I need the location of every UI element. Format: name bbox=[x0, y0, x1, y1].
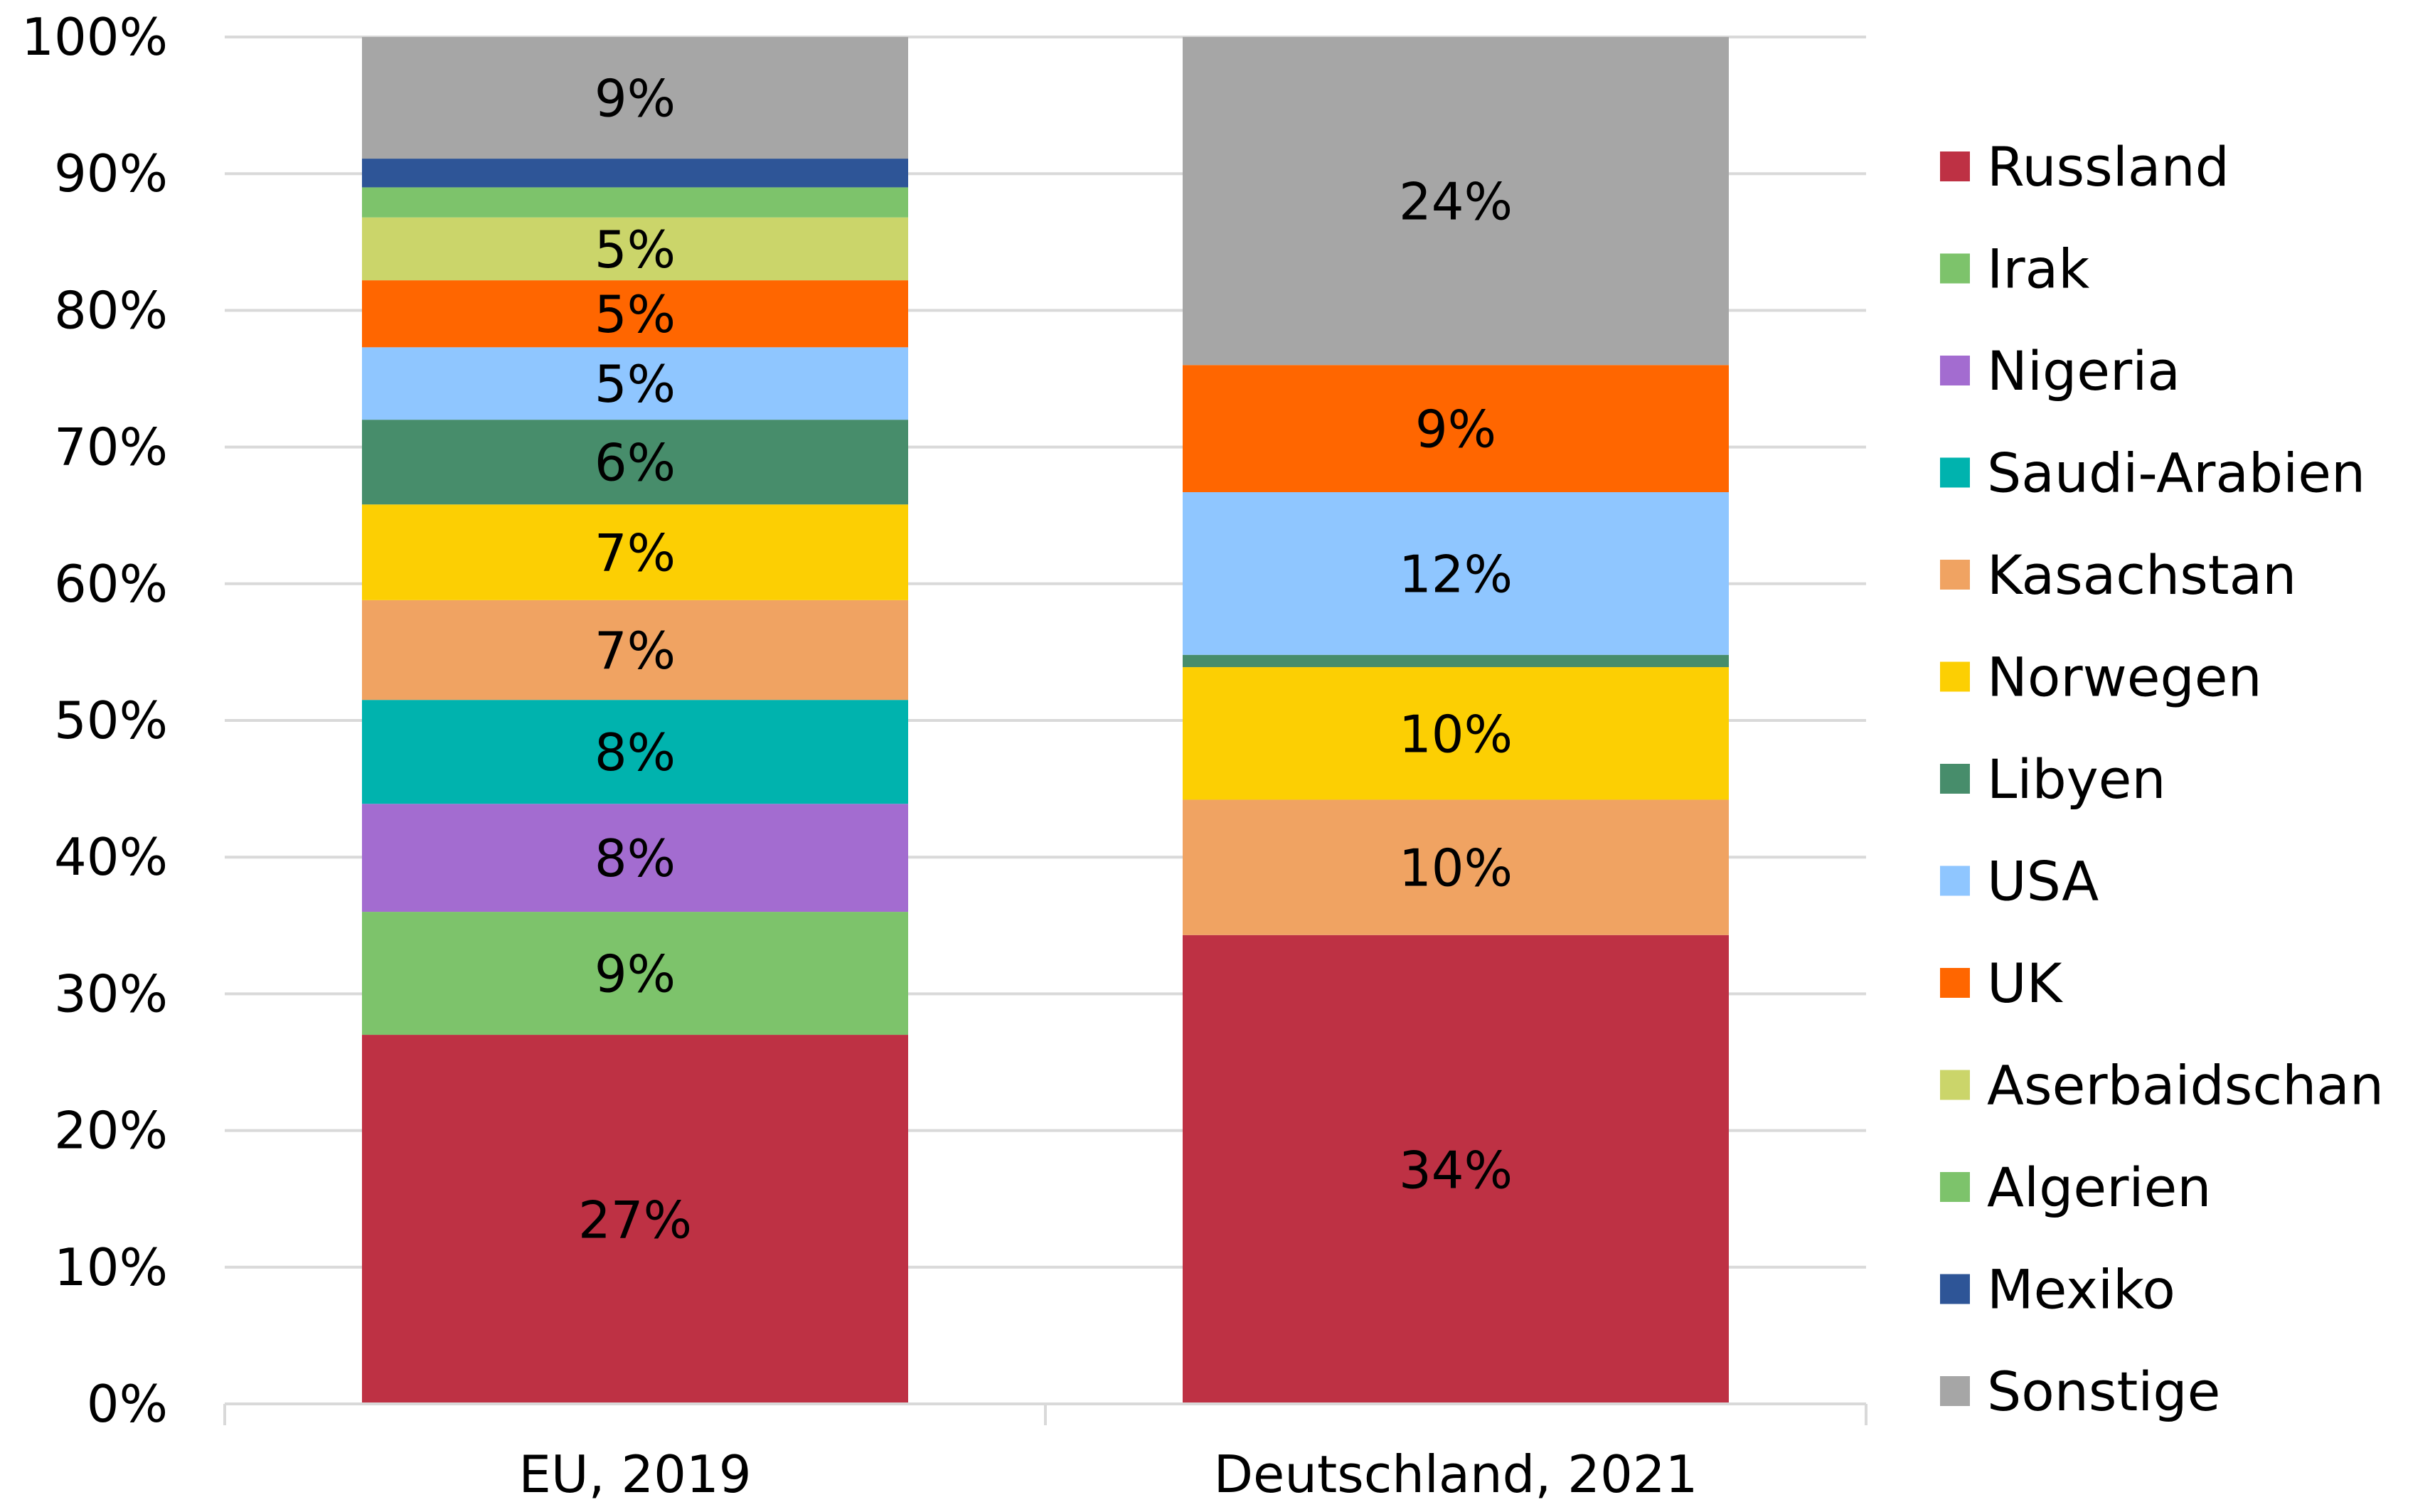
data-label-russland: 34% bbox=[1399, 1140, 1513, 1200]
legend-item-mexiko: Mexiko bbox=[1940, 1258, 2175, 1321]
bar-segment-norwegen bbox=[362, 504, 908, 600]
data-label-libyen: 6% bbox=[595, 433, 676, 493]
data-label-kasachstan: 10% bbox=[1399, 838, 1513, 898]
y-tick-label: 90% bbox=[54, 144, 168, 203]
bar-segment-libyen bbox=[1183, 654, 1729, 668]
legend-swatch bbox=[1940, 151, 1970, 181]
legend-swatch bbox=[1940, 968, 1970, 998]
y-tick-label: 70% bbox=[54, 417, 168, 477]
bar-segment-uk bbox=[1183, 365, 1729, 493]
legend-item-russland: Russland bbox=[1940, 135, 2229, 198]
legend-label: Aserbaidschan bbox=[1987, 1054, 2384, 1117]
legend-swatch bbox=[1940, 560, 1970, 590]
data-label-uk: 9% bbox=[1415, 400, 1496, 459]
legend-label: Mexiko bbox=[1987, 1258, 2175, 1321]
legend-swatch bbox=[1940, 1070, 1970, 1100]
bar-segment-nigeria bbox=[362, 804, 908, 912]
bars: 27%9%8%8%7%7%6%5%5%5%9%34%10%10%12%9%24% bbox=[362, 37, 1729, 1404]
legend-swatch bbox=[1940, 356, 1970, 385]
bar-segment-sonstige bbox=[362, 37, 908, 159]
legend-label: UK bbox=[1987, 952, 2064, 1015]
legend-label: Nigeria bbox=[1987, 339, 2180, 403]
legend-label: Saudi-Arabien bbox=[1987, 442, 2365, 505]
data-label-uk: 5% bbox=[595, 284, 676, 344]
legend: Russland Irak Nigeria Saudi-Arabien Kasachst… bbox=[1940, 135, 2384, 1423]
data-label-norwegen: 10% bbox=[1399, 704, 1513, 764]
legend-label: Russland bbox=[1987, 135, 2229, 198]
legend-item-irak: Irak bbox=[1940, 238, 2089, 301]
y-tick-label: 60% bbox=[54, 554, 168, 614]
data-label-sonstige: 9% bbox=[595, 69, 676, 129]
bar-segment-saudi-arabien bbox=[362, 700, 908, 804]
data-label-kasachstan: 7% bbox=[595, 621, 676, 681]
bar-segment-mexiko bbox=[362, 159, 908, 188]
data-label-russland: 27% bbox=[578, 1191, 692, 1250]
legend-item-sonstige: Sonstige bbox=[1940, 1360, 2220, 1423]
y-tick-label: 0% bbox=[87, 1374, 168, 1434]
legend-item-algerien: Algerien bbox=[1940, 1156, 2211, 1219]
legend-swatch bbox=[1940, 457, 1970, 488]
x-category-label: Deutschland, 2021 bbox=[1214, 1444, 1698, 1504]
legend-label: Sonstige bbox=[1987, 1360, 2220, 1423]
bar-segment-libyen bbox=[362, 420, 908, 505]
bar-segment-aserbaidschan bbox=[362, 217, 908, 281]
legend-item-usa: USA bbox=[1940, 850, 2099, 913]
bar-segment-norwegen bbox=[1183, 667, 1729, 800]
y-tick-label: 10% bbox=[54, 1237, 168, 1297]
x-category-label: EU, 2019 bbox=[518, 1444, 751, 1504]
bar-segment-uk bbox=[362, 280, 908, 348]
legend-item-kasachstan: Kasachstan bbox=[1940, 543, 2296, 607]
bar-segment-irak bbox=[362, 187, 908, 218]
legend-label: Norwegen bbox=[1987, 646, 2262, 709]
bar-segment-algerien bbox=[362, 912, 908, 1035]
legend-swatch bbox=[1940, 1274, 1970, 1304]
y-tick-label: 50% bbox=[54, 691, 168, 750]
y-tick-label: 40% bbox=[54, 827, 168, 887]
legend-item-nigeria: Nigeria bbox=[1940, 339, 2180, 403]
legend-label: Irak bbox=[1987, 238, 2089, 301]
legend-label: Algerien bbox=[1987, 1156, 2211, 1219]
legend-item-norwegen: Norwegen bbox=[1940, 646, 2262, 709]
bar-segment-kasachstan bbox=[1183, 799, 1729, 935]
legend-swatch bbox=[1940, 253, 1970, 284]
data-label-usa: 5% bbox=[595, 354, 676, 414]
legend-swatch bbox=[1940, 866, 1970, 896]
bar-segment-russland bbox=[362, 1035, 908, 1404]
bar-segment-russland bbox=[1183, 935, 1729, 1404]
legend-label: Libyen bbox=[1987, 747, 2166, 811]
legend-item-saudi-arabien: Saudi-Arabien bbox=[1940, 442, 2365, 505]
data-label-nigeria: 8% bbox=[595, 829, 676, 888]
legend-item-uk: UK bbox=[1940, 952, 2064, 1015]
data-label-norwegen: 7% bbox=[595, 523, 676, 583]
legend-label: USA bbox=[1987, 850, 2099, 913]
y-tick-label: 30% bbox=[54, 964, 168, 1023]
data-label-algerien: 9% bbox=[595, 944, 676, 1004]
y-tick-label: 80% bbox=[54, 280, 168, 340]
data-label-aserbaidschan: 5% bbox=[595, 220, 676, 279]
y-axis: 0% 10% 20% 30% 40% 50% 60% 70% 80% 90% 100% bbox=[21, 7, 168, 1434]
legend-item-aserbaidschan: Aserbaidschan bbox=[1940, 1054, 2384, 1117]
legend-swatch bbox=[1940, 764, 1970, 794]
bar-segment-usa bbox=[362, 347, 908, 420]
data-label-saudi-arabien: 8% bbox=[595, 723, 676, 782]
legend-item-libyen: Libyen bbox=[1940, 747, 2166, 811]
data-label-sonstige: 24% bbox=[1399, 172, 1513, 232]
legend-swatch bbox=[1940, 1172, 1970, 1202]
data-label-usa: 12% bbox=[1399, 544, 1513, 604]
bar-segment-usa bbox=[1183, 492, 1729, 655]
legend-swatch bbox=[1940, 1376, 1970, 1406]
x-axis: EU, 2019 Deutschland, 2021 bbox=[223, 1402, 1867, 1504]
legend-label: Kasachstan bbox=[1987, 543, 2296, 607]
bar-segment-sonstige bbox=[1183, 37, 1729, 366]
y-tick-label: 100% bbox=[21, 7, 168, 67]
bar-segment-kasachstan bbox=[362, 600, 908, 701]
legend-swatch bbox=[1940, 661, 1970, 692]
y-tick-label: 20% bbox=[54, 1101, 168, 1161]
